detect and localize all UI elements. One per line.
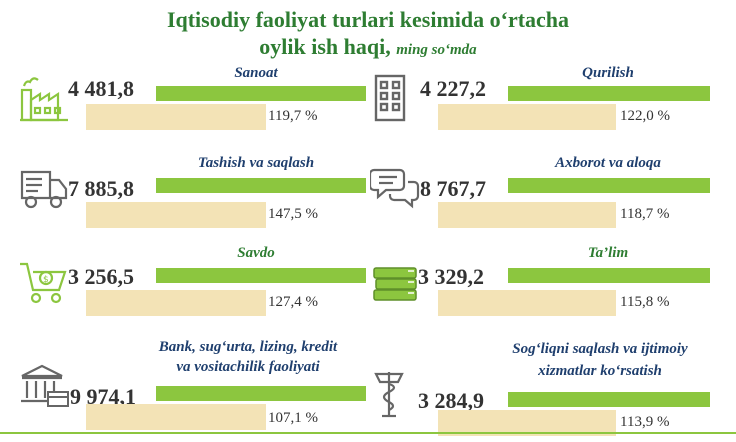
card-value: 7 885,8 <box>68 176 134 201</box>
value-bar <box>156 386 366 401</box>
card-percent: 119,7 % <box>268 108 318 124</box>
chart-title: Iqtisodiy faoliyat turlari kesimida o‘rt… <box>0 6 736 64</box>
chat-bubbles-icon <box>370 168 420 209</box>
percent-bar <box>86 404 266 430</box>
card-label-line2: va vositachilik faoliyati <box>176 359 320 375</box>
percent-bar <box>438 104 616 130</box>
svg-text:$: $ <box>43 275 49 285</box>
value-bar <box>508 268 710 283</box>
truck-icon <box>20 170 68 209</box>
card-percent: 107,1 % <box>268 410 318 426</box>
card-label: Savdo <box>237 245 275 261</box>
card-sogliqni: 3 284,9 Sog‘liqni saqlash va ijtimoiy xi… <box>370 338 730 436</box>
bank-icon <box>21 364 69 407</box>
books-icon <box>373 267 417 301</box>
card-tashish: 7 885,8 Tashish va saqlash 147,5 % <box>18 152 378 244</box>
percent-bar <box>438 290 616 316</box>
card-value: 4 481,8 <box>68 76 134 101</box>
percent-bar <box>438 410 616 436</box>
card-percent: 127,4 % <box>268 294 318 310</box>
percent-bar <box>86 202 266 228</box>
card-percent: 118,7 % <box>620 206 670 222</box>
card-percent: 122,0 % <box>620 108 670 124</box>
card-value: 3 284,9 <box>418 388 484 413</box>
caduceus-icon <box>374 372 404 418</box>
card-percent: 147,5 % <box>268 206 318 222</box>
card-talim: 3 329,2 Ta’lim 115,8 % <box>370 244 730 336</box>
value-bar <box>508 392 710 407</box>
value-bar <box>156 86 366 101</box>
building-icon <box>374 74 406 122</box>
chart-title-line1: Iqtisodiy faoliyat turlari kesimida o‘rt… <box>166 7 570 32</box>
card-percent: 113,9 % <box>620 414 670 430</box>
card-sanoat: 4 481,8 Sanoat 119,7 % <box>18 64 378 156</box>
card-label-line2: xizmatlar ko‘rsatish <box>538 363 662 379</box>
value-bar <box>508 86 710 101</box>
factory-icon <box>20 77 68 122</box>
card-label: Bank, sug‘urta, lizing, kredit <box>158 339 338 355</box>
card-value: 3 256,5 <box>68 264 134 289</box>
card-label: Axborot va aloqa <box>555 155 661 171</box>
card-label: Qurilish <box>582 65 634 81</box>
value-bar <box>156 268 366 283</box>
card-value: 4 227,2 <box>420 76 486 101</box>
chart-title-unit: ming so‘mda <box>396 42 477 58</box>
percent-bar <box>86 290 266 316</box>
card-bank: 9 974,1 Bank, sug‘urta, lizing, kredit v… <box>18 338 378 430</box>
chart-title-line2: oylik ish haqi, ming so‘mda <box>0 33 736 64</box>
chart-title-line2-text: oylik ish haqi, <box>259 34 391 59</box>
card-label: Tashish va saqlash <box>197 155 315 171</box>
bottom-divider <box>0 432 736 434</box>
card-label: Ta’lim <box>587 245 629 261</box>
card-percent: 115,8 % <box>620 294 670 310</box>
card-value: 8 767,7 <box>420 176 486 201</box>
percent-bar <box>86 104 266 130</box>
card-qurilish: 4 227,2 Qurilish 122,0 % <box>370 64 730 156</box>
percent-bar <box>438 202 616 228</box>
card-axborot: 8 767,7 Axborot va aloqa 118,7 % <box>370 152 730 244</box>
card-label: Sanoat <box>234 65 278 81</box>
value-bar <box>156 178 366 193</box>
shopping-cart-icon: $ <box>20 262 67 304</box>
value-bar <box>508 178 710 193</box>
card-value: 3 329,2 <box>418 264 484 289</box>
card-label: Sog‘liqni saqlash va ijtimoiy <box>512 341 688 357</box>
card-savdo: $ 3 256,5 Savdo 127,4 % <box>18 244 378 336</box>
